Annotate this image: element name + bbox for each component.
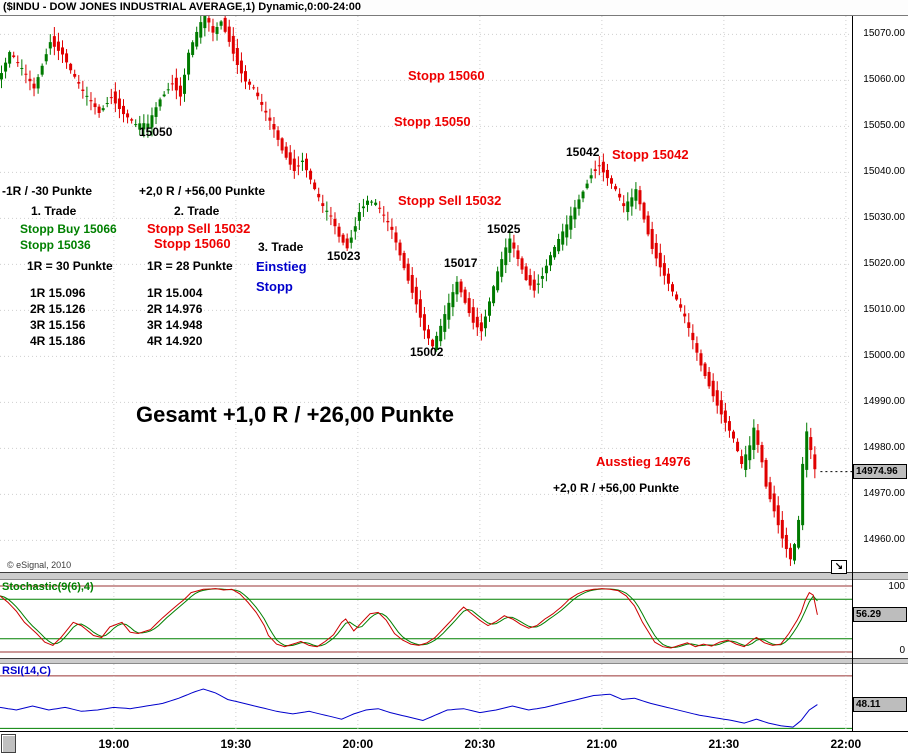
stochastic-k-line (0, 588, 818, 649)
stochastic-d-line (0, 588, 818, 648)
stochastic-axis-top-label: 100 (888, 581, 905, 592)
stochastic-axis-bottom-label: 0 (899, 645, 905, 656)
panel-separator-bottom[interactable] (0, 658, 908, 664)
main-chart-panel[interactable] (0, 16, 852, 572)
rsi-label: RSI(14,C) (2, 665, 51, 677)
price-tick-label: 15070.00 (863, 28, 905, 40)
rsi-line (0, 688, 818, 728)
price-tick-label: 15010.00 (863, 304, 905, 316)
rsi-panel[interactable]: RSI(14,C) (0, 664, 852, 731)
grid-lines (0, 16, 852, 572)
axis-border-line (852, 16, 853, 731)
chart-title: ($INDU - DOW JONES INDUSTRIAL AVERAGE,1)… (3, 1, 361, 13)
time-tick-label: 19:30 (220, 737, 252, 751)
rsi-chart[interactable] (0, 664, 852, 731)
rsi-axis: 48.11 (853, 664, 908, 731)
candlestick-chart[interactable] (0, 16, 852, 572)
price-tick-label: 15000.00 (863, 350, 905, 362)
panel-separator-top[interactable] (0, 572, 908, 580)
last-price-box: 14974.96 (853, 463, 907, 479)
price-tick-label: 14960.00 (863, 534, 905, 546)
time-tick-label: 22:00 (830, 737, 862, 751)
stochastic-panel[interactable]: Stochastic(9(6),4) (0, 580, 852, 658)
resize-grip-icon[interactable]: ↘ (831, 560, 847, 574)
price-tick-label: 15020.00 (863, 258, 905, 270)
stochastic-value-box: 56.29 (853, 606, 907, 622)
time-tick-label: 21:00 (586, 737, 618, 751)
price-axis: 14974.96 15070.00 15060.00 15050.00 15040.0… (853, 16, 908, 572)
price-tick-label: 15030.00 (863, 212, 905, 224)
price-tick-label: 15040.00 (863, 166, 905, 178)
price-tick-label: 14980.00 (863, 442, 905, 454)
stochastic-label: Stochastic(9(6),4) (2, 581, 94, 593)
stochastic-axis: 100 0 56.29 (853, 580, 908, 658)
rsi-value-box: 48.11 (853, 696, 907, 712)
time-axis-scroll-button[interactable] (1, 734, 16, 753)
title-bar: ($INDU - DOW JONES INDUSTRIAL AVERAGE,1)… (0, 0, 908, 16)
price-tick-label: 14990.00 (863, 396, 905, 408)
price-tick-label: 14970.00 (863, 488, 905, 500)
time-tick-label: 19:00 (98, 737, 130, 751)
time-axis: 19:00 19:30 20:00 20:30 21:00 21:30 22:00 (0, 731, 908, 755)
time-tick-label: 21:30 (708, 737, 740, 751)
time-tick-label: 20:30 (464, 737, 496, 751)
candles (0, 16, 817, 566)
time-tick-label: 20:00 (342, 737, 374, 751)
stochastic-chart[interactable] (0, 580, 852, 658)
price-tick-label: 15050.00 (863, 120, 905, 132)
price-tick-label: 15060.00 (863, 74, 905, 86)
